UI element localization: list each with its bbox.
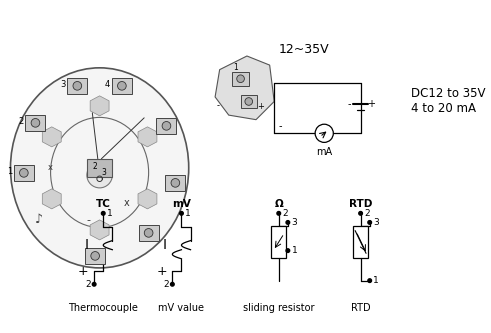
- Text: 12~35V: 12~35V: [279, 43, 329, 56]
- Circle shape: [359, 211, 362, 215]
- Text: 1: 1: [107, 209, 112, 218]
- Text: 3: 3: [60, 80, 65, 89]
- Text: RTD: RTD: [351, 303, 370, 313]
- Circle shape: [245, 98, 252, 105]
- Circle shape: [237, 75, 245, 83]
- Circle shape: [286, 249, 290, 252]
- Text: 2: 2: [364, 209, 370, 218]
- Text: -: -: [279, 122, 282, 132]
- Circle shape: [286, 220, 290, 224]
- Text: mV value: mV value: [159, 303, 204, 313]
- Ellipse shape: [87, 163, 112, 188]
- Text: 1: 1: [292, 246, 297, 255]
- Text: sliding resistor: sliding resistor: [243, 303, 315, 313]
- Text: 1: 1: [7, 166, 12, 175]
- Circle shape: [170, 282, 174, 286]
- Circle shape: [162, 122, 171, 130]
- Polygon shape: [42, 127, 61, 147]
- Text: 3: 3: [292, 218, 297, 227]
- Bar: [26, 115, 46, 131]
- Polygon shape: [215, 56, 274, 120]
- Text: I: I: [85, 238, 89, 252]
- Circle shape: [92, 282, 96, 286]
- Text: -: -: [217, 102, 219, 111]
- Text: +: +: [156, 265, 167, 278]
- Text: 2: 2: [85, 280, 90, 289]
- Text: DC12 to 35V
4 to 20 mA: DC12 to 35V 4 to 20 mA: [410, 88, 485, 116]
- Text: 4: 4: [105, 80, 110, 89]
- Bar: [87, 159, 112, 177]
- Circle shape: [368, 220, 372, 224]
- Text: TC: TC: [96, 199, 110, 209]
- Text: 1: 1: [185, 209, 191, 218]
- Circle shape: [102, 211, 105, 215]
- Text: RTD: RTD: [349, 199, 372, 209]
- Text: Ω: Ω: [274, 199, 283, 209]
- Ellipse shape: [10, 68, 189, 268]
- Text: +: +: [368, 99, 376, 109]
- Bar: [272, 226, 286, 258]
- Text: x: x: [123, 198, 129, 208]
- Text: 2: 2: [163, 280, 169, 289]
- Circle shape: [368, 279, 372, 282]
- Bar: [67, 78, 87, 94]
- Text: 1: 1: [234, 63, 239, 72]
- Text: +: +: [257, 102, 264, 111]
- Bar: [157, 118, 176, 134]
- Bar: [138, 225, 159, 241]
- Circle shape: [277, 211, 280, 215]
- Circle shape: [91, 251, 100, 260]
- Circle shape: [31, 119, 40, 127]
- Text: 3: 3: [102, 168, 107, 177]
- Polygon shape: [42, 189, 61, 209]
- Bar: [241, 95, 257, 108]
- Polygon shape: [90, 96, 109, 116]
- Text: -: -: [87, 215, 91, 225]
- Bar: [232, 72, 249, 86]
- Text: I: I: [163, 238, 167, 252]
- Circle shape: [117, 82, 126, 90]
- Polygon shape: [138, 189, 157, 209]
- Bar: [354, 226, 368, 258]
- Text: +: +: [78, 265, 88, 278]
- Circle shape: [171, 178, 180, 187]
- Text: 2: 2: [282, 209, 288, 218]
- Bar: [85, 248, 105, 264]
- Circle shape: [315, 124, 333, 143]
- Text: mV: mV: [172, 199, 191, 209]
- Text: ♪: ♪: [35, 213, 43, 226]
- Text: Thermocouple: Thermocouple: [68, 303, 138, 313]
- Bar: [14, 165, 34, 180]
- Text: 1: 1: [373, 276, 379, 285]
- Polygon shape: [90, 220, 109, 240]
- Circle shape: [20, 168, 28, 177]
- Circle shape: [180, 211, 183, 215]
- Circle shape: [73, 82, 82, 90]
- Polygon shape: [138, 127, 157, 147]
- Text: mA: mA: [316, 147, 332, 157]
- Bar: [112, 78, 132, 94]
- Text: 2: 2: [93, 162, 97, 170]
- Text: -: -: [348, 99, 352, 109]
- Text: x: x: [48, 164, 53, 172]
- Bar: [165, 175, 186, 190]
- Text: 3: 3: [373, 218, 379, 227]
- Circle shape: [144, 228, 153, 237]
- Text: 2: 2: [18, 117, 24, 126]
